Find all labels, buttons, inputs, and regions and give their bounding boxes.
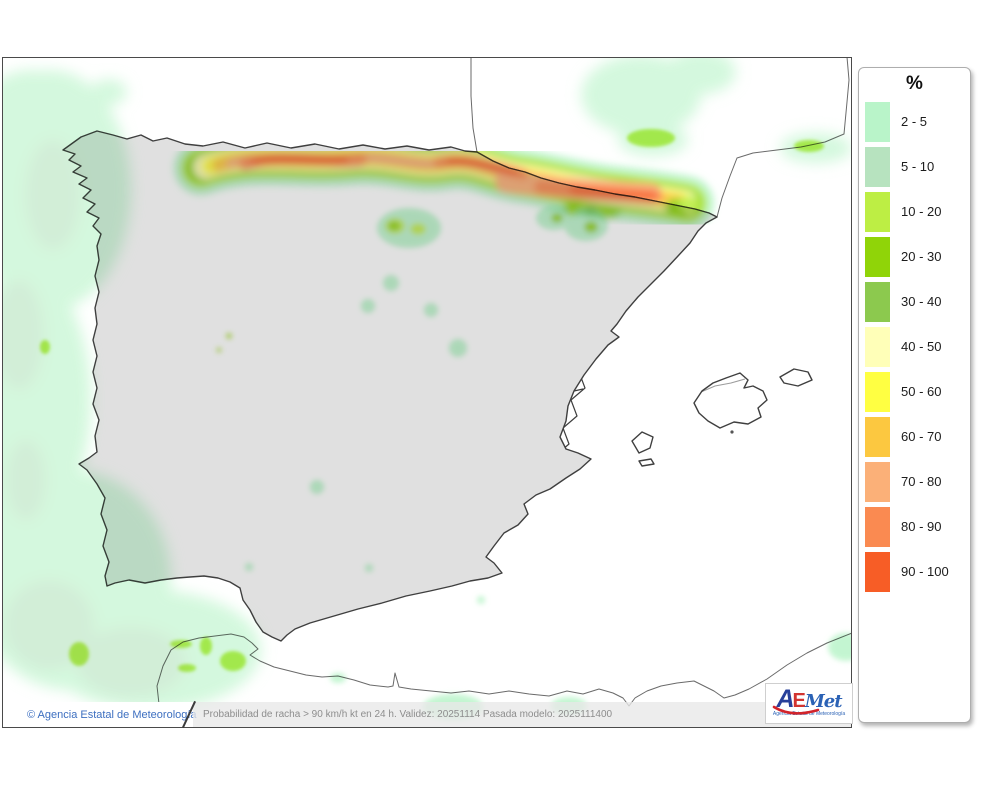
legend-rows: 2 - 5 5 - 10 10 - 20 20 - 30 30 - 40 40 - 50 5… <box>859 99 970 594</box>
copyright-text: © Agencia Estatal de Meteorología <box>27 708 197 721</box>
legend-range-label: 40 - 50 <box>901 339 942 354</box>
legend-row: 90 - 100 <box>859 549 970 594</box>
logo-letters-met: Met <box>804 691 843 712</box>
aemet-logo: AEMet Agencia Estatal de Meteorología <box>765 683 853 724</box>
legend-row: 30 - 40 <box>859 279 970 324</box>
legend-swatch <box>865 191 890 232</box>
model-info-text: Probabilidad de racha > 90 km/h kt en 24… <box>203 709 613 720</box>
legend-row: 2 - 5 <box>859 99 970 144</box>
legend-swatch <box>865 371 890 412</box>
legend-row: 20 - 30 <box>859 234 970 279</box>
legend-swatch <box>865 236 890 277</box>
legend-swatch <box>865 551 890 592</box>
legend-swatch <box>865 101 890 142</box>
logo-letter-a: A <box>776 685 794 713</box>
legend-swatch <box>865 506 890 547</box>
probability-specks <box>40 129 824 672</box>
legend-swatch <box>865 461 890 502</box>
legend-range-label: 80 - 90 <box>901 519 942 534</box>
legend-swatch <box>865 146 890 187</box>
aemet-logo-wordmark: AEMet <box>766 684 852 715</box>
legend-range-label: 2 - 5 <box>901 114 928 129</box>
legend-range-label: 10 - 20 <box>901 204 942 219</box>
logo-letter-e: E <box>792 690 806 712</box>
logo-subtitle: Agencia Estatal de Meteorología <box>772 711 846 717</box>
probability-area-low <box>3 58 851 710</box>
legend-title: % <box>906 73 923 94</box>
legend-range-label: 20 - 30 <box>901 249 942 264</box>
legend-row: 40 - 50 <box>859 324 970 369</box>
legend-range-label: 60 - 70 <box>901 429 942 444</box>
legend-range-label: 30 - 40 <box>901 294 942 309</box>
map-canvas <box>3 58 851 727</box>
legend-swatch <box>865 416 890 457</box>
legend-swatch <box>865 326 890 367</box>
probability-band-north <box>174 130 714 230</box>
legend-row: 80 - 90 <box>859 504 970 549</box>
legend-panel: % 2 - 5 5 - 10 10 - 20 20 - 30 30 - 40 40 - 5… <box>858 67 971 723</box>
legend-row: 60 - 70 <box>859 414 970 459</box>
weather-map: © Agencia Estatal de Meteorología Probab… <box>2 57 853 729</box>
model-info-bar: Probabilidad de racha > 90 km/h kt en 24… <box>193 702 851 727</box>
legend-range-label: 50 - 60 <box>901 384 942 399</box>
balearic-islands <box>631 368 813 467</box>
status-bar: © Agencia Estatal de Meteorología Probab… <box>3 700 851 729</box>
legend-row: 10 - 20 <box>859 189 970 234</box>
legend-range-label: 90 - 100 <box>901 564 949 579</box>
legend-row: 5 - 10 <box>859 144 970 189</box>
legend-range-label: 70 - 80 <box>901 474 942 489</box>
copyright-bar: © Agencia Estatal de Meteorología <box>3 702 197 727</box>
legend-swatch <box>865 281 890 322</box>
legend-range-label: 5 - 10 <box>901 159 935 174</box>
logo-swoosh-icon <box>772 705 820 715</box>
legend-row: 50 - 60 <box>859 369 970 414</box>
legend-row: 70 - 80 <box>859 459 970 504</box>
